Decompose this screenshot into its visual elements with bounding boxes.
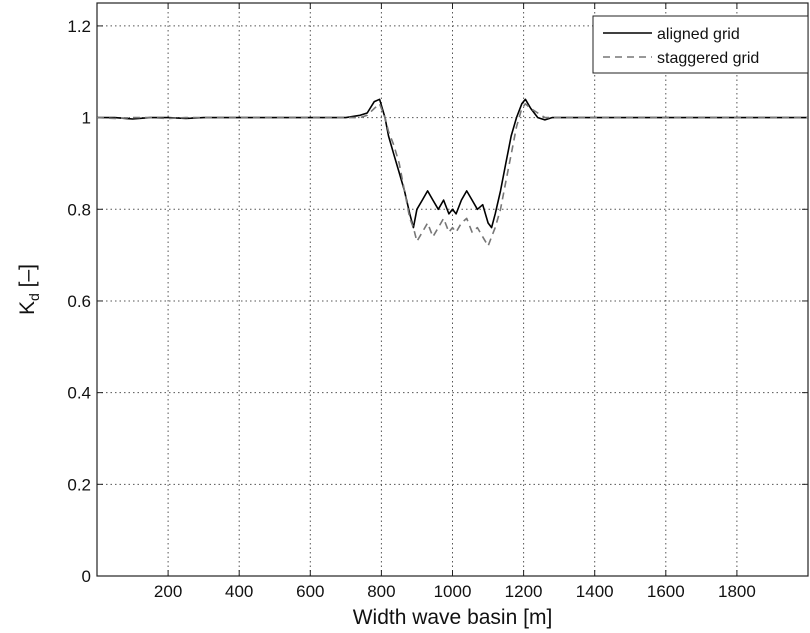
legend: aligned grid staggered grid bbox=[592, 15, 809, 74]
x-tick-label: 800 bbox=[367, 582, 395, 601]
legend-label-aligned-grid: aligned grid bbox=[657, 26, 740, 43]
x-tick-label: 1800 bbox=[718, 582, 756, 601]
series-lines bbox=[96, 98, 808, 247]
y-tick-label: 0.6 bbox=[67, 292, 91, 311]
y-axis-label-main: K bbox=[16, 301, 39, 315]
tick-marks bbox=[97, 3, 808, 577]
x-tick-label: 1000 bbox=[434, 582, 472, 601]
series-line-staggered-grid bbox=[96, 103, 808, 247]
x-tick-label: 1200 bbox=[505, 582, 543, 601]
y-axis-label-unit: [–] bbox=[16, 264, 39, 293]
series-line-aligned-grid bbox=[97, 98, 808, 229]
y-tick-label: 0.8 bbox=[67, 200, 91, 219]
x-tick-label: 1400 bbox=[576, 582, 614, 601]
y-tick-label: 0.2 bbox=[67, 475, 91, 494]
x-tick-labels: 200 400 600 800 1000 1200 1400 1600 1800 bbox=[154, 582, 756, 601]
x-tick-label: 400 bbox=[225, 582, 253, 601]
grid-lines bbox=[97, 3, 808, 576]
y-axis-label: Kd [–] bbox=[16, 264, 42, 315]
y-tick-label: 1.2 bbox=[67, 17, 91, 36]
x-tick-label: 200 bbox=[154, 582, 182, 601]
y-tick-label: 1 bbox=[82, 109, 91, 128]
y-tick-label: 0.4 bbox=[67, 384, 91, 403]
x-axis-label: Width wave basin [m] bbox=[353, 606, 553, 629]
legend-box bbox=[592, 15, 809, 74]
x-tick-label: 1600 bbox=[647, 582, 685, 601]
y-tick-label: 0 bbox=[82, 567, 91, 586]
legend-label-staggered-grid: staggered grid bbox=[657, 50, 759, 67]
y-tick-labels: 0 0.2 0.4 0.6 0.8 1 1.2 bbox=[67, 17, 91, 586]
x-tick-label: 600 bbox=[296, 582, 324, 601]
y-axis-label-subscript: d bbox=[26, 293, 42, 301]
